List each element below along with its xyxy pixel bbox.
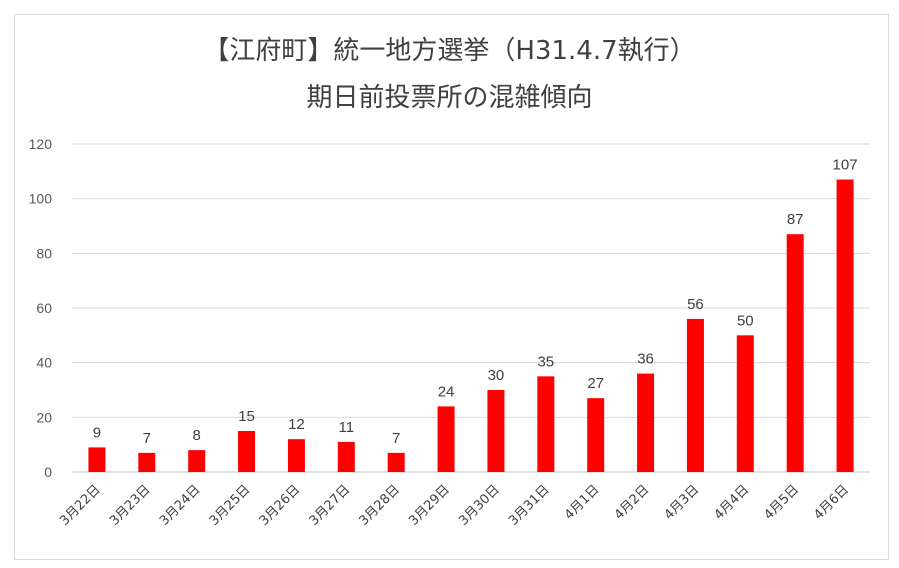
data-label: 7 <box>143 430 151 447</box>
y-tick-label: 120 <box>29 136 53 152</box>
data-label: 56 <box>687 296 704 313</box>
chart-title-line-2: 期日前投票所の混雑傾向 <box>306 83 593 113</box>
data-label: 27 <box>587 375 604 392</box>
data-label: 24 <box>438 383 455 400</box>
bar <box>686 318 704 472</box>
bar <box>786 234 804 472</box>
x-tick-label: 4月6日 <box>811 482 852 523</box>
x-tick-label: 3月27日 <box>307 482 354 529</box>
data-label: 30 <box>488 367 505 384</box>
x-tick-label: 3月26日 <box>257 482 304 529</box>
x-tick-label: 3月28日 <box>356 482 403 529</box>
bar <box>188 450 206 472</box>
x-tick-label: 4月5日 <box>761 482 802 523</box>
x-axis-tick-labels: 3月22日 3月23日 3月24日 3月25日 3月26日 3月27日 3月28日 3月29日… <box>57 482 852 529</box>
data-label: 9 <box>93 424 101 441</box>
data-label: 87 <box>787 211 804 228</box>
data-label: 15 <box>238 408 255 425</box>
y-tick-label: 20 <box>36 409 52 425</box>
bars <box>88 179 854 473</box>
x-tick-label: 4月1日 <box>562 482 603 523</box>
data-label: 107 <box>833 157 858 174</box>
bar <box>836 179 854 473</box>
y-axis-tick-labels: 0 20 40 60 80 100 120 <box>29 136 53 480</box>
y-tick-label: 0 <box>44 464 52 480</box>
bar <box>437 406 455 472</box>
x-tick-label: 3月22日 <box>57 482 104 529</box>
bar <box>238 431 256 472</box>
x-tick-label: 4月2日 <box>612 482 653 523</box>
data-label: 7 <box>392 430 400 447</box>
bar <box>88 447 106 472</box>
data-label: 11 <box>339 419 355 436</box>
bar <box>337 441 355 472</box>
x-tick-label: 4月3日 <box>662 482 703 523</box>
y-tick-label: 40 <box>36 355 52 371</box>
bar <box>736 335 754 472</box>
x-tick-label: 4月4日 <box>711 482 752 523</box>
data-label: 50 <box>737 312 754 329</box>
y-tick-label: 60 <box>36 300 52 316</box>
data-label: 35 <box>537 353 554 370</box>
bar <box>287 439 305 472</box>
x-tick-label: 3月31日 <box>506 482 553 529</box>
data-label: 36 <box>637 351 654 368</box>
bar <box>637 373 655 472</box>
x-tick-label: 3月24日 <box>157 482 204 529</box>
x-tick-label: 3月29日 <box>406 482 453 529</box>
data-labels: 9 7 8 15 12 11 7 24 30 35 27 36 56 50 87 107 <box>93 157 858 447</box>
data-label: 12 <box>288 416 305 433</box>
bar <box>138 452 156 472</box>
data-label: 8 <box>193 427 201 444</box>
x-tick-label: 3月23日 <box>107 482 154 529</box>
bar <box>587 398 605 472</box>
y-tick-label: 80 <box>36 245 52 261</box>
bar <box>387 452 405 472</box>
bar <box>487 390 505 472</box>
y-tick-label: 100 <box>29 191 53 207</box>
bar <box>537 376 555 472</box>
chart-title-line-1: 【江府町】統一地方選挙（H31.4.7執行） <box>203 36 696 66</box>
x-tick-label: 3月30日 <box>456 482 503 529</box>
x-tick-label: 3月25日 <box>207 482 254 529</box>
